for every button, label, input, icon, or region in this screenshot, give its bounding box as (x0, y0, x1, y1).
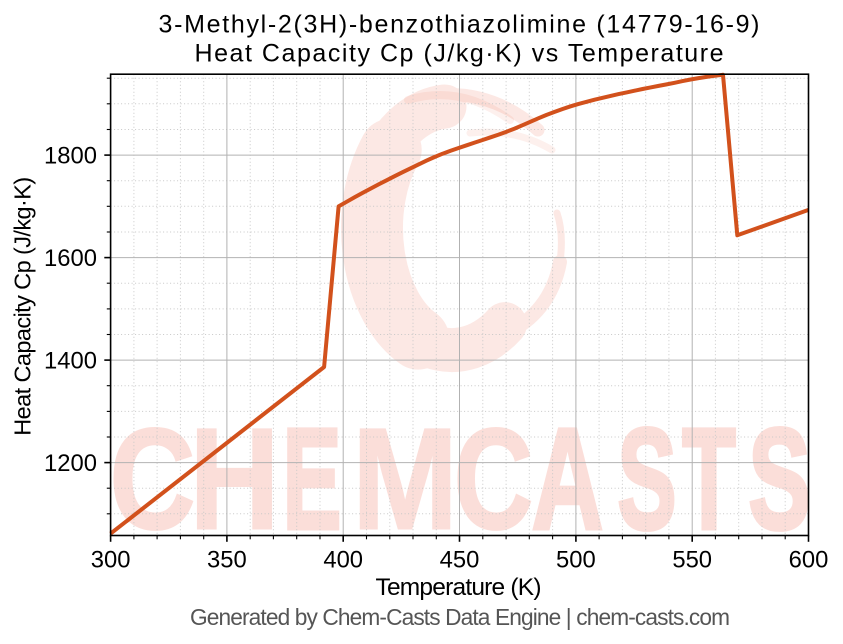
svg-text:500: 500 (556, 547, 596, 574)
svg-text:Generated by Chem-Casts Data E: Generated by Chem-Casts Data Engine | ch… (190, 604, 730, 630)
svg-text:C: C (454, 399, 534, 560)
svg-text:Heat Capacity Cp (J/kg·K): Heat Capacity Cp (J/kg·K) (10, 177, 36, 436)
svg-text:Temperature (K): Temperature (K) (376, 574, 542, 601)
svg-text:M: M (352, 398, 458, 559)
svg-text:1400: 1400 (44, 347, 97, 374)
svg-text:1200: 1200 (44, 450, 97, 477)
svg-text:300: 300 (91, 547, 131, 574)
svg-text:350: 350 (207, 547, 247, 574)
svg-text:T: T (682, 399, 736, 560)
svg-text:S: S (617, 400, 676, 560)
svg-text:1800: 1800 (44, 142, 97, 169)
svg-text:3-Methyl-2(3H)-benzothiazolimi: 3-Methyl-2(3H)-benzothiazolimine (14779-… (159, 11, 760, 39)
svg-text:450: 450 (440, 547, 480, 574)
svg-text:400: 400 (323, 547, 363, 574)
svg-text:550: 550 (672, 547, 712, 574)
svg-text:S: S (748, 398, 811, 559)
svg-text:E: E (283, 400, 342, 560)
svg-text:600: 600 (789, 547, 829, 574)
svg-text:Heat Capacity Cp (J/kg·K) vs T: Heat Capacity Cp (J/kg·K) vs Temperature (195, 39, 724, 67)
svg-text:1600: 1600 (44, 245, 97, 272)
svg-text:A: A (532, 399, 604, 560)
